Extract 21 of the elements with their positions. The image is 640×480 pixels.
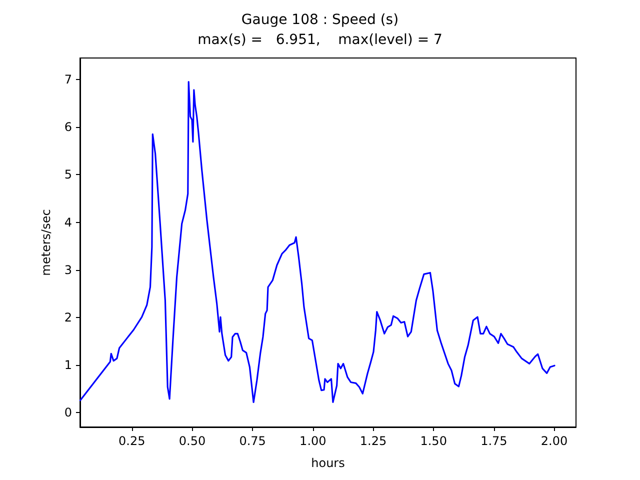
y-tick-label: 5 bbox=[64, 168, 72, 182]
x-tick-label: 1.50 bbox=[420, 434, 447, 448]
y-tick-label: 7 bbox=[64, 72, 72, 86]
y-tick-label: 4 bbox=[64, 215, 72, 230]
x-tick-label: 0.25 bbox=[118, 434, 146, 448]
x-axis-title: hours bbox=[311, 456, 345, 470]
x-tick-label: 1.75 bbox=[480, 434, 508, 448]
x-tick-label: 1.25 bbox=[360, 434, 387, 448]
y-tick-label: 2 bbox=[64, 310, 72, 324]
x-tick-label: 0.75 bbox=[239, 434, 266, 448]
line-series bbox=[79, 81, 556, 404]
y-axis-title: meters/sec bbox=[39, 209, 53, 276]
y-tick-label: 0 bbox=[64, 406, 72, 420]
y-tick-label: 6 bbox=[64, 120, 72, 134]
y-tick-label: 3 bbox=[64, 262, 72, 277]
x-tick-label: 1.00 bbox=[300, 434, 326, 448]
chart-title: Gauge 108 : Speed (s) bbox=[241, 12, 399, 28]
y-tick-label: 1 bbox=[64, 358, 72, 372]
x-tick-label: 0.50 bbox=[178, 434, 206, 448]
x-tick-label: 2.00 bbox=[540, 434, 568, 448]
chart-subtitle: max(s) = 6.951, max(level) = 7 bbox=[198, 32, 442, 48]
